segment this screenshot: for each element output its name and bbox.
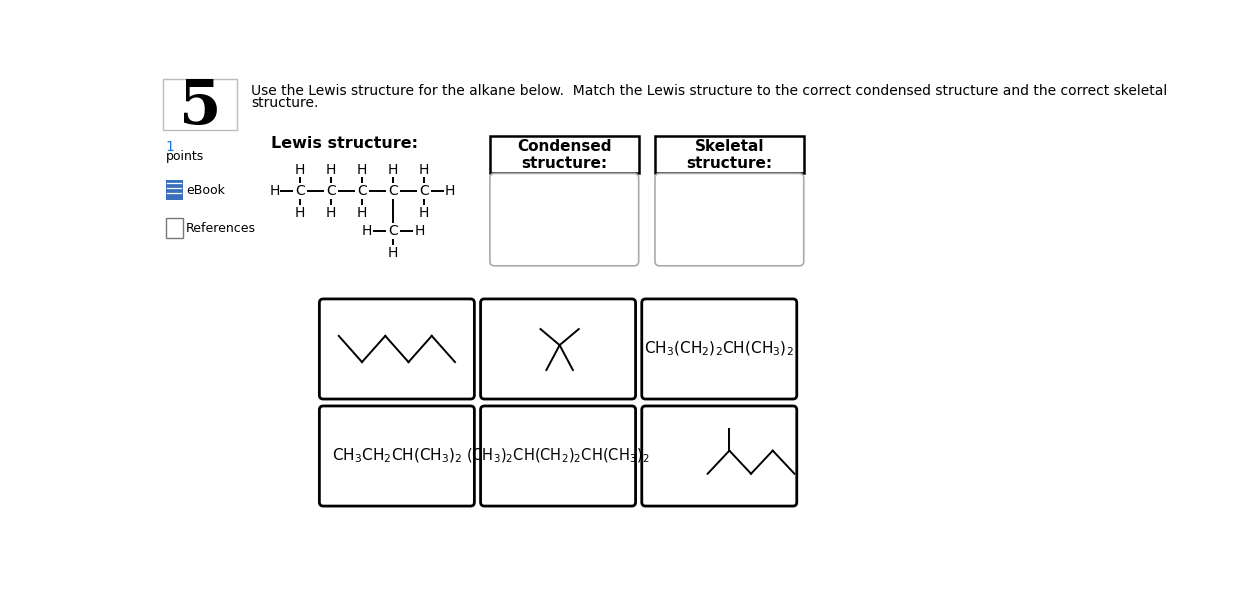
Text: H: H — [388, 246, 398, 260]
Text: Lewis structure:: Lewis structure: — [272, 136, 419, 152]
Text: (CH$_3$)$_2$CH(CH$_2$)$_2$CH(CH$_3$)$_2$: (CH$_3$)$_2$CH(CH$_2$)$_2$CH(CH$_3$)$_2$ — [466, 447, 650, 465]
Text: Condensed
structure:: Condensed structure: — [517, 139, 611, 171]
Text: H: H — [294, 163, 306, 177]
Text: H: H — [357, 163, 367, 177]
FancyBboxPatch shape — [320, 406, 475, 506]
Text: eBook: eBook — [187, 184, 226, 197]
FancyBboxPatch shape — [320, 299, 475, 399]
Text: CH$_3$CH$_2$CH(CH$_3$)$_2$: CH$_3$CH$_2$CH(CH$_3$)$_2$ — [332, 447, 462, 465]
Text: 1: 1 — [165, 141, 175, 155]
Text: H: H — [388, 163, 398, 177]
Text: H: H — [294, 206, 306, 220]
Text: References: References — [187, 222, 256, 235]
Text: H: H — [326, 163, 336, 177]
Text: H: H — [361, 224, 372, 238]
Text: H: H — [419, 163, 430, 177]
Text: H: H — [419, 206, 430, 220]
Bar — [165, 180, 183, 200]
Text: H: H — [357, 206, 367, 220]
FancyBboxPatch shape — [655, 174, 803, 266]
Text: CH$_3$(CH$_2$)$_2$CH(CH$_3$)$_2$: CH$_3$(CH$_2$)$_2$CH(CH$_3$)$_2$ — [644, 340, 794, 358]
Text: 5: 5 — [179, 77, 222, 137]
Bar — [163, 79, 237, 130]
FancyBboxPatch shape — [642, 406, 797, 506]
FancyBboxPatch shape — [490, 174, 639, 266]
Text: structure.: structure. — [251, 97, 318, 111]
FancyBboxPatch shape — [642, 299, 797, 399]
Text: Use the Lewis structure for the alkane below.  Match the Lewis structure to the : Use the Lewis structure for the alkane b… — [251, 84, 1168, 98]
Bar — [165, 218, 183, 238]
Text: C: C — [357, 184, 367, 198]
Text: C: C — [388, 184, 398, 198]
Bar — [655, 136, 803, 174]
FancyBboxPatch shape — [481, 406, 635, 506]
Text: H: H — [326, 206, 336, 220]
Text: C: C — [296, 184, 304, 198]
Text: H: H — [415, 224, 425, 238]
FancyBboxPatch shape — [481, 299, 635, 399]
Text: points: points — [165, 150, 204, 163]
Text: H: H — [445, 184, 455, 198]
Text: Skeletal
structure:: Skeletal structure: — [687, 139, 772, 171]
Text: C: C — [419, 184, 429, 198]
Text: H: H — [269, 184, 279, 198]
Text: C: C — [388, 224, 398, 238]
Text: C: C — [326, 184, 336, 198]
Bar — [490, 136, 639, 174]
